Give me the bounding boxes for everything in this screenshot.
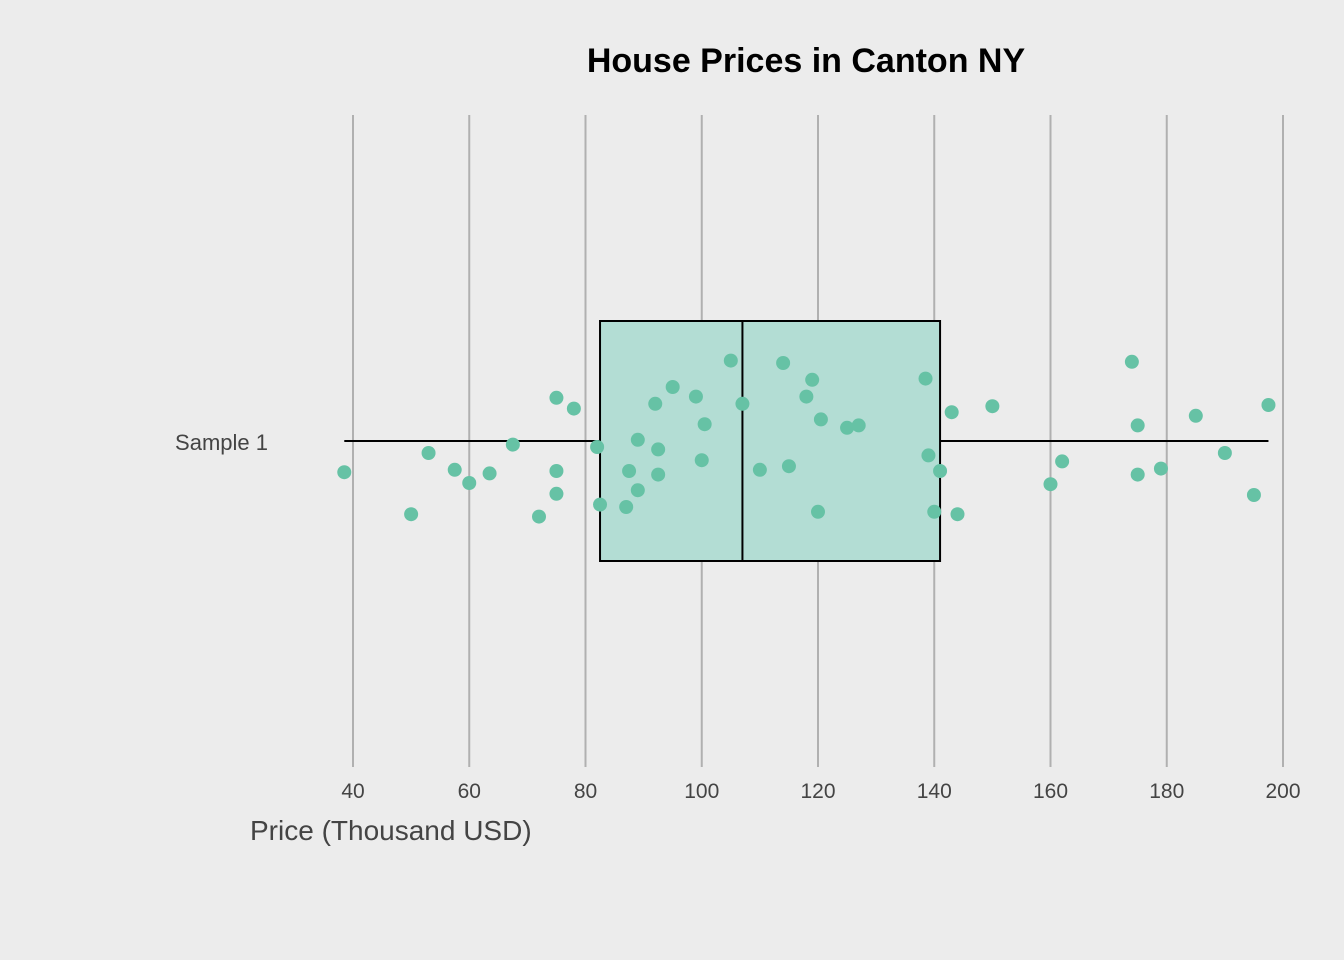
data-point [944,405,959,420]
data-point [921,448,936,463]
data-point [1261,398,1276,412]
x-axis-label: Price (Thousand USD) [250,815,532,846]
x-axis-ticks: 40 60 80 100 120 140 160 180 200 [341,780,1300,803]
x-tick-label: 180 [1149,780,1184,803]
data-point [723,353,738,368]
data-point [688,389,703,404]
data-point [1055,454,1070,469]
data-point [851,418,866,433]
data-point [447,462,462,477]
data-point [549,464,564,478]
data-point [593,497,608,512]
data-point [630,483,645,498]
data-point [651,442,666,457]
data-point [840,420,855,435]
data-point [694,453,709,468]
data-point [1246,488,1261,502]
data-point [1153,461,1168,476]
data-point [752,462,767,477]
data-point [811,504,825,519]
data-point [630,432,645,447]
x-tick-label: 60 [458,780,481,803]
data-point [462,476,477,490]
data-point [1043,477,1058,492]
data-point [813,412,828,427]
iqr-box [599,320,942,562]
data-point [950,507,965,522]
data-point [781,459,796,474]
x-tick-label: 80 [574,780,597,803]
data-point [1130,418,1145,433]
data-point [1124,354,1139,369]
data-point [697,417,712,432]
data-point [918,371,933,386]
data-point [566,401,581,416]
data-point [404,507,419,522]
data-point [622,464,637,478]
data-points [337,353,1276,524]
x-tick-label: 40 [341,780,364,803]
data-point [651,467,666,482]
data-point [805,372,820,387]
x-tick-label: 140 [917,780,952,803]
data-point [933,464,948,478]
data-point [505,437,520,452]
box-plot [344,320,1269,562]
data-point [776,356,791,370]
x-tick-label: 160 [1033,780,1068,803]
category-label: Sample 1 [175,430,268,455]
data-point [590,440,605,454]
data-point [799,389,814,404]
data-point [421,446,436,460]
data-point [735,396,750,411]
data-point [532,509,546,524]
data-point [337,465,352,480]
x-tick-label: 120 [800,780,835,803]
data-point [1188,408,1203,423]
data-point [985,399,1000,414]
chart-title: House Prices in Canton NY [587,42,1026,80]
data-point [482,466,497,481]
x-tick-label: 200 [1265,780,1300,803]
data-point [549,390,564,405]
data-point [619,500,634,514]
data-point [1130,467,1145,482]
data-point [927,504,942,519]
x-tick-label: 100 [684,780,719,803]
data-point [549,486,564,501]
data-point [1217,446,1232,460]
data-point [648,396,663,411]
data-point [665,380,680,394]
